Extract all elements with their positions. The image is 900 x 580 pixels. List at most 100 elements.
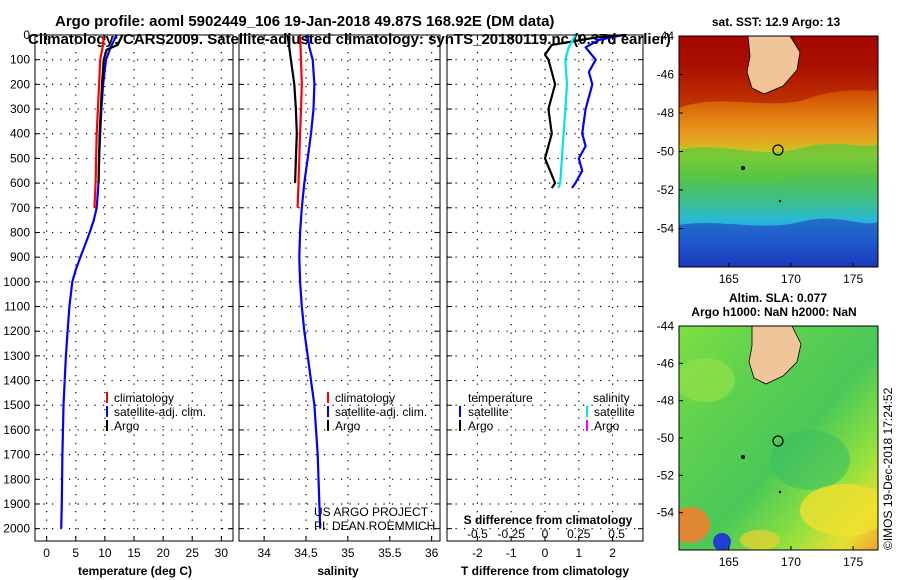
temperature-panel: 0 5 10 15 20 25 300100200300400500600700800900…	[3, 28, 234, 560]
sst-cold-band	[679, 218, 878, 267]
x-tick-label: 30	[215, 546, 229, 560]
land-new-zealand	[748, 326, 802, 385]
sla-map-axes: -44 -46 -48 -50 -52 -54 165 170 175	[657, 319, 879, 569]
map-y-tick-label: -48	[657, 394, 675, 408]
y-tick-label: 1300	[3, 349, 30, 363]
sla-anomaly	[713, 533, 731, 550]
map-y-tick-label: -48	[657, 106, 675, 120]
island-icon	[741, 455, 745, 459]
x-tick-label: 35	[341, 546, 355, 560]
x-tick-label: -2	[472, 546, 483, 560]
sst-map	[679, 36, 878, 267]
x-tick-label: 0	[43, 546, 50, 560]
x-tick-label: 5	[72, 546, 79, 560]
x-tick-label: -1	[506, 546, 517, 560]
legend-swatch-argo	[106, 420, 108, 431]
y-tick-label: 1700	[3, 448, 30, 462]
legend-label-sal-argo: Argo	[594, 419, 620, 433]
legend-label-climatology: climatology	[335, 391, 395, 405]
temperature-xlabel: temperature (deg C)	[78, 564, 192, 578]
credit-line-2: PI: DEAN ROEMMICH	[314, 519, 435, 533]
x-top-tick-label: -0.25	[498, 527, 526, 541]
x-tick-label: 36	[425, 546, 439, 560]
island-icon	[741, 166, 745, 170]
sla-anomaly	[770, 430, 850, 490]
legend-swatch-climatology	[106, 392, 108, 403]
x-tick-label: 34	[257, 546, 271, 560]
map-y-tick-label: -54	[657, 222, 675, 236]
legend-label-argo: Argo	[114, 419, 140, 433]
y-tick-label: 600	[10, 176, 30, 190]
legend-label-temp-satellite: satellite	[468, 405, 509, 419]
map-x-tick-label: 175	[843, 272, 863, 286]
y-tick-label: 1200	[3, 324, 30, 338]
credit-line-1: US ARGO PROJECT	[314, 505, 429, 519]
legend-swatch-temp-satellite	[459, 406, 461, 417]
island-icon	[778, 490, 782, 494]
sla-anomaly	[740, 530, 780, 550]
map-y-tick-label: -46	[657, 356, 675, 370]
float-location-marker	[772, 144, 784, 156]
legend-swatch-satellite	[106, 406, 108, 417]
map-y-tick-label: -50	[657, 145, 675, 159]
map-x-tick-label: 170	[781, 272, 801, 286]
x-top-tick-label: 0	[542, 527, 549, 541]
y-tick-label: 1400	[3, 374, 30, 388]
y-tick-label: 0	[23, 28, 30, 42]
title-line-2: Climatology: CARS2009. Satellite-adjuste…	[28, 31, 671, 48]
legend-label-satellite: satellite-adj. clim.	[114, 405, 206, 419]
y-tick-label: 1500	[3, 398, 30, 412]
x-top-tick-label: -0.5	[467, 527, 488, 541]
sst-map-title: sat. SST: 12.9 Argo: 13	[712, 15, 841, 29]
legend-swatch-argo	[327, 420, 329, 431]
y-tick-label: 800	[10, 225, 30, 239]
y-tick-label: 200	[10, 77, 30, 91]
legend-swatch-sal-satellite	[586, 406, 588, 417]
sst-front	[679, 143, 878, 184]
legend-label-sal-satellite: satellite	[594, 405, 635, 419]
y-tick-label: 1900	[3, 497, 30, 511]
legend-label-satellite: satellite-adj. clim.	[335, 405, 427, 419]
map-x-tick-label: 175	[843, 555, 863, 569]
map-x-tick-label: 170	[781, 555, 801, 569]
y-tick-label: 100	[10, 53, 30, 67]
map-y-tick-label: -50	[657, 431, 675, 445]
land-new-zealand	[746, 36, 801, 95]
series-line-temperature-argo	[543, 33, 627, 189]
difference-panel: -2 -1 0 1 2 -0.5 -0.25 0 0.25 0.5	[446, 33, 644, 560]
series-line-argo	[97, 34, 124, 184]
float-location-marker	[772, 435, 784, 447]
legend-label-argo: Argo	[335, 419, 361, 433]
y-tick-label: 1800	[3, 472, 30, 486]
temperature-legend: climatology satellite-adj. clim. Argo	[106, 391, 206, 433]
y-tick-label: 1000	[3, 275, 30, 289]
series-line-temperature-satellite	[571, 33, 623, 189]
sla-anomaly	[800, 484, 878, 536]
map-y-tick-label: -52	[657, 468, 675, 482]
series-line-climatology	[93, 34, 106, 208]
series-line-satellite-adj-clim-	[298, 34, 322, 529]
legend-label-temp-argo: Argo	[468, 419, 494, 433]
sla-map-title-2: Argo h1000: NaN h2000: NaN	[691, 305, 856, 319]
x-tick-label: 2	[609, 546, 616, 560]
legend-heading-temperature: temperature	[468, 391, 533, 405]
difference-xlabel-top: S difference from climatology	[464, 513, 633, 527]
sst-map-axes: -44 -46 -48 -50 -52 -54 165 170 175	[657, 29, 879, 286]
map-y-tick-label: -44	[657, 319, 675, 333]
x-tick-label: 34.5	[294, 546, 318, 560]
legend-swatch-sal-argo	[586, 420, 588, 431]
map-y-tick-label: -46	[657, 68, 675, 82]
island-icon	[778, 199, 782, 203]
imos-watermark: ©IMOS 19-Dec-2018 17:24:52	[881, 387, 895, 550]
x-tick-label: 20	[156, 546, 170, 560]
x-tick-label: 25	[186, 546, 200, 560]
legend-swatch-satellite	[327, 406, 329, 417]
y-tick-label: 900	[10, 250, 30, 264]
legend-heading-salinity: salinity	[593, 391, 630, 405]
series-line-salinity-satellite	[557, 34, 577, 189]
sla-anomaly	[679, 507, 710, 543]
x-tick-label: 0	[542, 546, 549, 560]
map-y-tick-label: -52	[657, 183, 675, 197]
map-x-tick-label: 165	[719, 272, 739, 286]
